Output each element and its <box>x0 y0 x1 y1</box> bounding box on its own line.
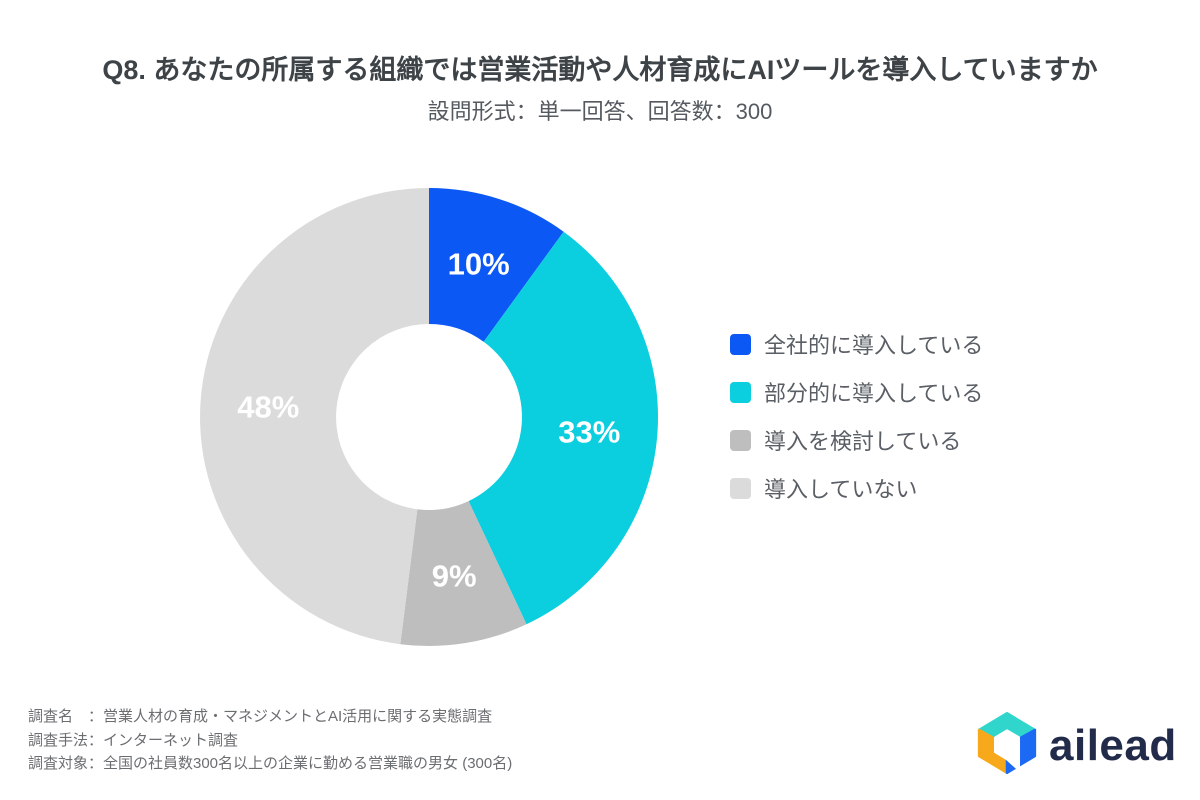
donut-slice-2 <box>400 501 527 646</box>
ailead-logo-icon <box>975 712 1039 779</box>
legend-swatch-0 <box>730 333 751 355</box>
legend-label-3: 導入していない <box>764 477 918 502</box>
chart-title: Q8. あなたの所属する組織では営業活動や人材育成にAIツールを導入していますか <box>102 55 1098 85</box>
legend-item-0: 全社的に導入している <box>730 333 983 358</box>
donut-slice-value-2: 9% <box>432 559 477 594</box>
chart-subtitle: 設問形式：単一回答、回答数：300 <box>427 99 773 124</box>
donut-chart: 10% 33% 9% 48% <box>199 187 659 647</box>
survey-note-target: 調査対象：全国の社員数300名以上の企業に勤める営業職の男女 (300名) <box>28 755 513 772</box>
legend-item-2: 導入を検討している <box>730 429 983 454</box>
header: Q8. あなたの所属する組織では営業活動や人材育成にAIツールを導入していますか… <box>0 54 1200 125</box>
survey-notes: 調査名 ：営業人材の育成・マネジメントとAI活用に関する実態調査 調査手法：イン… <box>28 705 512 776</box>
legend-label-1: 部分的に導入している <box>764 381 984 406</box>
ailead-logo: ailead <box>975 712 1177 779</box>
legend-item-1: 部分的に導入している <box>730 381 983 406</box>
survey-note-method: 調査手法：インターネット調査 <box>28 731 239 749</box>
donut-slice-1 <box>468 231 658 625</box>
legend-label-0: 全社的に導入している <box>764 333 984 358</box>
donut-slice-0 <box>429 188 564 342</box>
donut-slice-value-3: 48% <box>237 389 299 424</box>
legend-swatch-2 <box>730 429 751 451</box>
legend-swatch-3 <box>730 477 751 499</box>
legend-label-2: 導入を検討している <box>764 429 962 454</box>
donut-slice-3 <box>200 188 429 645</box>
logo-hole <box>993 729 1021 771</box>
legend-item-3: 導入していない <box>730 477 983 502</box>
ailead-logo-text: ailead <box>1049 720 1177 770</box>
donut-slice-value-0: 10% <box>448 246 510 281</box>
legend-swatch-1 <box>730 381 751 403</box>
legend: 全社的に導入している 部分的に導入している 導入を検討している 導入していない <box>730 333 983 502</box>
donut-slice-value-1: 33% <box>558 415 620 450</box>
donut-chart-svg: 10% 33% 9% 48% <box>200 188 658 646</box>
survey-note-name: 調査名 ：営業人材の育成・マネジメントとAI活用に関する実態調査 <box>28 708 493 725</box>
